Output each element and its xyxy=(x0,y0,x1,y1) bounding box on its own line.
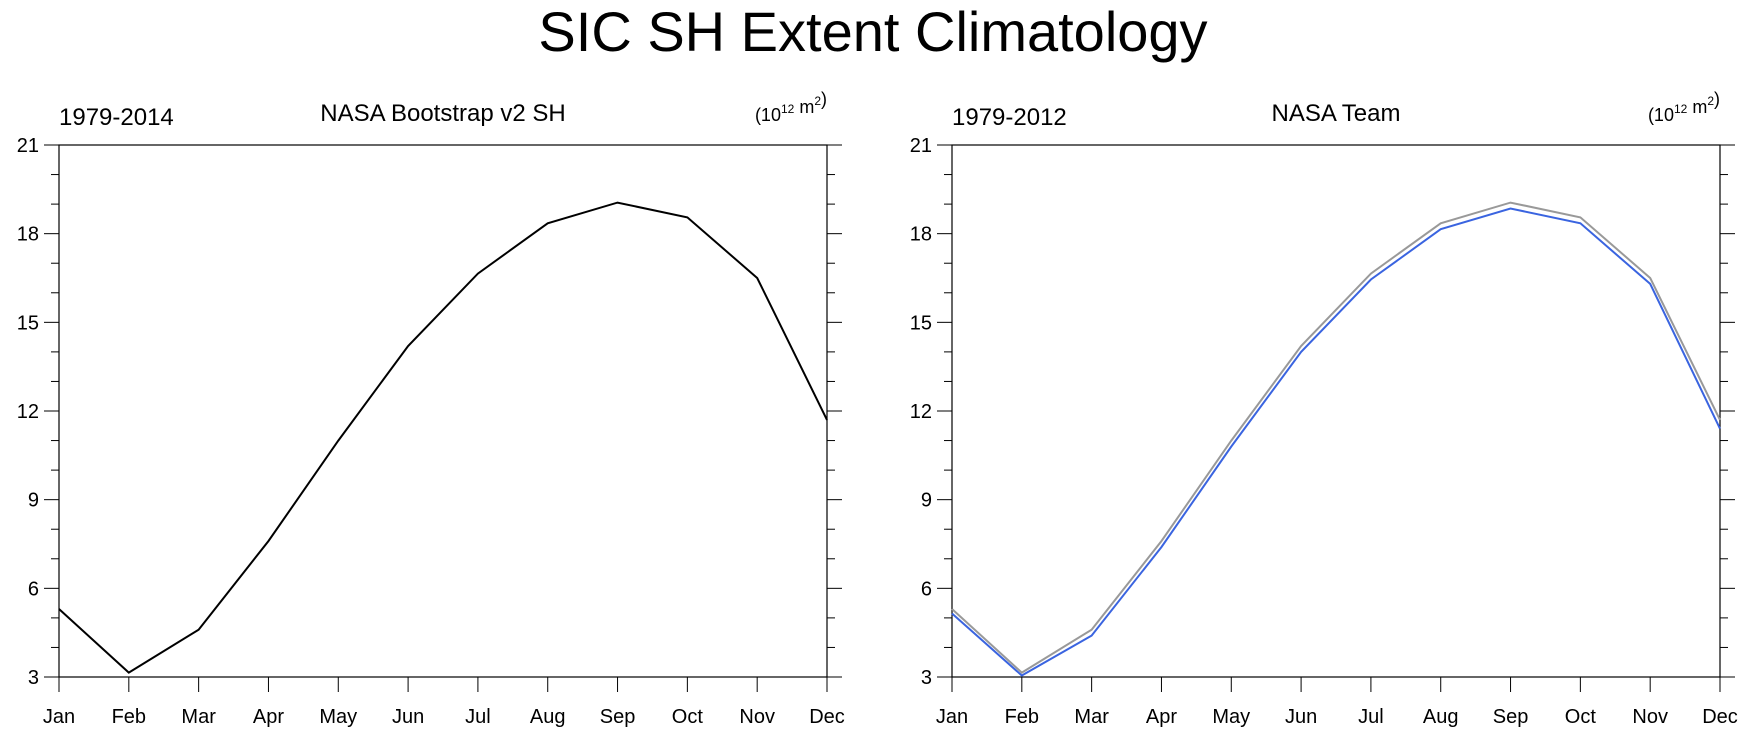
x-tick-label: Aug xyxy=(530,706,566,728)
x-tick-label: Jul xyxy=(465,706,491,728)
x-tick-label: Mar xyxy=(1074,706,1109,728)
y-tick-label: 3 xyxy=(28,667,39,689)
y-tick-label: 12 xyxy=(910,401,932,423)
x-tick-label: Apr xyxy=(1146,706,1177,728)
x-tick-label: Jan xyxy=(936,706,968,728)
x-tick-label: Jun xyxy=(392,706,424,728)
period-label: 1979-2014 xyxy=(59,104,174,131)
y-tick-label: 9 xyxy=(921,490,932,512)
x-tick-label: Oct xyxy=(672,706,704,728)
plot-frame xyxy=(58,144,828,678)
y-tick-label: 6 xyxy=(28,578,39,600)
plot-frame xyxy=(951,144,1721,678)
y-tick-label: 21 xyxy=(910,135,932,157)
x-tick-label: Nov xyxy=(1632,706,1668,728)
chart-panel-bootstrap: 3 6 9 12 15 18 21 Jan Feb Mar Apr May Jun Jul Aug Sep Oc… xyxy=(17,89,845,728)
y-tick-label: 18 xyxy=(910,224,932,246)
page-title: SIC SH Extent Climatology xyxy=(538,0,1208,63)
x-tick-label: Dec xyxy=(1702,706,1738,728)
chart-panel-nasa-team: 3 6 9 12 15 18 21 Jan Feb Mar Apr May Jun Jul Aug Sep Oc… xyxy=(910,89,1738,728)
series-line-2 xyxy=(951,207,1721,677)
series-line-1 xyxy=(951,201,1721,674)
x-tick-label: Aug xyxy=(1423,706,1459,728)
x-tick-label: May xyxy=(1212,706,1250,728)
y-tick-label: 9 xyxy=(28,490,39,512)
x-tick-label: Jan xyxy=(43,706,75,728)
y-tick-label: 18 xyxy=(17,224,39,246)
period-label: 1979-2012 xyxy=(952,104,1067,131)
chart-title: NASA Team xyxy=(1272,100,1401,127)
x-tick-label: Dec xyxy=(809,706,845,728)
x-tick-label: Apr xyxy=(253,706,284,728)
x-tick-label: May xyxy=(319,706,357,728)
x-tick-label: Sep xyxy=(1493,706,1529,728)
y-tick-label: 3 xyxy=(921,667,932,689)
series-line-1 xyxy=(58,201,828,674)
units-label: (1012 m2) xyxy=(755,89,827,125)
y-tick-label: 15 xyxy=(17,312,39,334)
x-tick-label: Feb xyxy=(1005,706,1039,728)
chart-title: NASA Bootstrap v2 SH xyxy=(320,100,565,127)
y-tick-label: 15 xyxy=(910,312,932,334)
x-tick-label: Jul xyxy=(1358,706,1384,728)
x-tick-label: Nov xyxy=(739,706,775,728)
x-tick-label: Jun xyxy=(1285,706,1317,728)
y-tick-label: 21 xyxy=(17,135,39,157)
x-tick-label: Feb xyxy=(112,706,146,728)
y-tick-label: 6 xyxy=(921,578,932,600)
x-tick-label: Mar xyxy=(181,706,216,728)
x-tick-label: Sep xyxy=(600,706,636,728)
y-tick-label: 12 xyxy=(17,401,39,423)
units-label: (1012 m2) xyxy=(1648,89,1720,125)
x-tick-label: Oct xyxy=(1565,706,1597,728)
